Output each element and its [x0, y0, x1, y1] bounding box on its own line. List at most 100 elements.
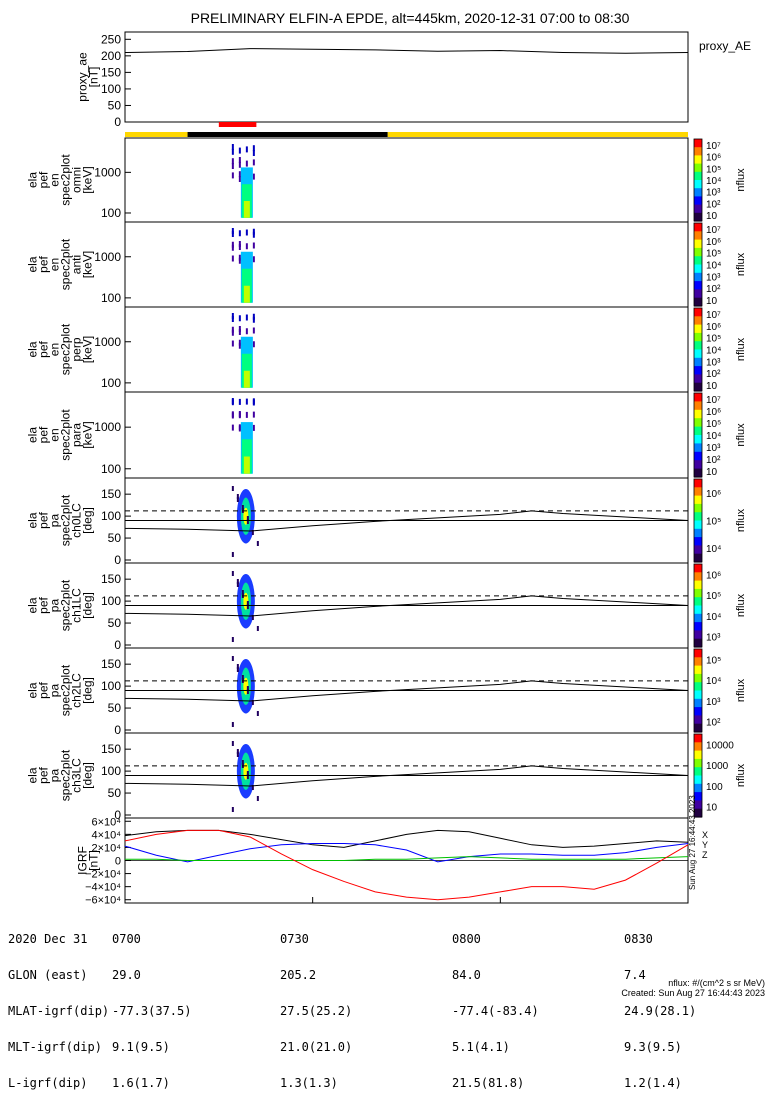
colorbar-segment	[694, 262, 702, 266]
colorbar-segment	[694, 155, 702, 159]
spectrogram-pixel	[231, 255, 234, 262]
colorbar-segment	[694, 359, 702, 363]
spectrogram-pixel	[238, 244, 241, 250]
colorbar-segment	[694, 642, 702, 646]
spectrogram-pixel	[238, 329, 241, 335]
footer-value: 27.5(25.2)	[280, 1004, 353, 1018]
spectrogram-pixel	[256, 796, 259, 801]
spectrogram-pixel	[243, 285, 250, 303]
colorbar-tick-label: 10⁶	[706, 489, 721, 500]
colorbar-segment	[694, 355, 702, 359]
colorbar-tick-label: 10⁷	[706, 310, 721, 321]
colorbar-segment	[694, 605, 702, 609]
spectrogram-pixel	[236, 752, 239, 757]
colorbar-tick-label: 10⁴	[706, 261, 721, 272]
colorbar-segment	[694, 208, 702, 212]
panel-ylabel: [keV]	[81, 251, 95, 278]
colorbar-segment	[694, 707, 702, 710]
colorbar-segment	[694, 299, 702, 303]
y-tick-label: 50	[108, 701, 122, 715]
spectrogram-pixel	[231, 424, 234, 431]
colorbar-segment	[694, 640, 702, 644]
spectrogram-data	[231, 571, 259, 642]
colorbar-segment	[694, 314, 702, 317]
panel-ylabel: pa	[48, 514, 62, 528]
spectrogram-pixel	[251, 530, 254, 535]
y-tick-label: 0	[114, 115, 121, 129]
colorbar-segment	[694, 386, 702, 390]
footer-glon-label: GLON (east)	[8, 968, 88, 982]
colorbar-tick-label: 10	[706, 381, 718, 392]
colorbar-segment	[694, 258, 702, 261]
colorbar-segment	[694, 680, 702, 683]
colorbar-segment	[694, 688, 702, 692]
colorbar-tick-label: 10⁵	[706, 164, 721, 175]
colorbar-segment	[694, 510, 702, 513]
colorbar-segment	[694, 615, 702, 619]
colorbar-segment	[694, 711, 702, 714]
spectrogram-pixel	[251, 785, 254, 790]
colorbar-segment	[694, 161, 702, 165]
colorbar-segment	[694, 522, 702, 526]
colorbar-segment	[694, 256, 702, 259]
footer-col-0730: 0730 205.2 27.5(25.2) 21.0(21.0) 1.3(1.3…	[280, 909, 352, 1101]
colorbar-segment	[694, 729, 702, 733]
y-tick-label: 1000	[94, 165, 121, 179]
igrf-series-line	[124, 829, 689, 848]
spectrogram-pixel	[246, 516, 249, 521]
panel-ylabel: perp	[70, 337, 84, 361]
colorbar-tick-label: 10000	[706, 740, 734, 751]
colorbar-segment	[694, 443, 702, 447]
colorbar-segment	[694, 196, 702, 200]
colorbar-segment	[694, 206, 702, 210]
colorbar-segment	[694, 748, 702, 752]
colorbar-segment	[694, 157, 702, 161]
panel-ylabel: pef	[37, 426, 51, 443]
colorbar-segment	[694, 603, 702, 607]
colorbar-segment	[694, 466, 702, 470]
spectrogram-pixel	[246, 686, 249, 691]
eclipse-bar	[187, 132, 388, 137]
colorbar-segment	[694, 274, 702, 278]
colorbar-segment	[694, 301, 702, 305]
y-tick-label: 200	[101, 49, 121, 63]
colorbar-segment	[694, 584, 702, 588]
panel-ylabel: en	[48, 343, 62, 356]
colorbar-tick-label: 10²	[706, 199, 721, 210]
colorbar-segment	[694, 245, 702, 249]
colorbar-segment	[694, 810, 702, 814]
colorbar-segment	[694, 322, 702, 326]
loss-cone-line	[124, 595, 689, 617]
colorbar-segment	[694, 787, 702, 791]
colorbar-segment	[694, 566, 702, 569]
footer-value: 29.0	[112, 968, 141, 982]
colorbar-segment	[694, 715, 702, 719]
colorbar-label: nflux	[735, 168, 747, 192]
colorbar-segment	[694, 175, 702, 179]
colorbar-segment	[694, 557, 702, 561]
colorbar-tick-label: 10²	[706, 455, 721, 466]
footer-value: 24.9(28.1)	[624, 1004, 697, 1018]
spectrogram-pixel	[252, 399, 255, 406]
spectrogram-data	[231, 228, 255, 303]
colorbar-tick-label: 10⁵	[706, 517, 721, 528]
proxy-ae-legend: proxy_AE	[699, 39, 751, 53]
colorbar-segment	[694, 289, 702, 293]
spectrogram-pixel	[246, 771, 249, 776]
colorbar-segment	[694, 694, 702, 698]
colorbar-segment	[694, 607, 702, 611]
colorbar-segment	[694, 330, 702, 334]
spectrogram-pixel	[245, 328, 248, 335]
colorbar-segment	[694, 479, 702, 482]
colorbar-segment	[694, 318, 702, 322]
spectrogram-pixel	[238, 412, 241, 419]
colorbar-segment	[694, 141, 702, 144]
colorbar-segment	[694, 361, 702, 365]
spectrogram-pixel	[236, 582, 239, 587]
colorbar-segment	[694, 233, 702, 237]
spectrogram-pixel	[252, 341, 255, 348]
colorbar-segment	[694, 489, 702, 493]
panel-ylabel: pef	[37, 340, 51, 357]
igrf-ylabel: [nT]	[87, 850, 101, 871]
panel-ylabel: [keV]	[81, 166, 95, 193]
